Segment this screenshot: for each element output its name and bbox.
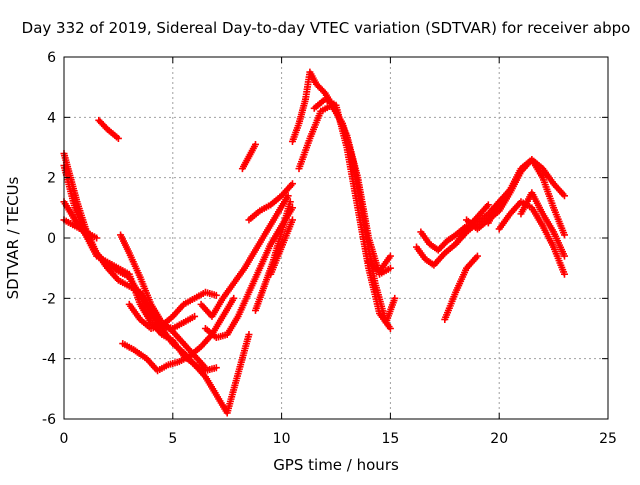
data-point [191, 312, 199, 320]
data-point [560, 270, 568, 278]
series-track-14 [267, 216, 296, 278]
data-point [391, 294, 399, 302]
data-point [251, 140, 259, 148]
data-point [284, 192, 292, 200]
x-tick-label: 25 [599, 431, 617, 447]
series-track-4 [60, 216, 101, 242]
y-tick-label: 0 [47, 231, 56, 247]
data-point [201, 364, 209, 372]
data-point [386, 325, 394, 332]
y-tick-label: 4 [47, 110, 56, 126]
y-tick-label: -6 [42, 412, 56, 428]
series-track-7 [119, 294, 238, 375]
x-tick-label: 10 [273, 431, 291, 447]
y-tick-label: -4 [42, 352, 56, 368]
series-track-24 [484, 156, 568, 239]
x-axis-label: GPS time / hours [273, 456, 399, 474]
data-point [245, 331, 253, 339]
series-track-18 [365, 252, 394, 275]
series-track-17 [310, 95, 394, 332]
data-point [114, 134, 122, 142]
y-tick-label: 2 [47, 171, 56, 187]
series-track-26 [517, 189, 568, 260]
data-point [230, 294, 238, 302]
data-point [463, 222, 471, 230]
y-axis-label: SDTVAR / TECUs [4, 176, 22, 299]
x-tick-label: 5 [168, 431, 177, 447]
x-tick-label: 0 [60, 431, 69, 447]
series-track-20 [417, 222, 471, 254]
data-point [560, 231, 568, 239]
series-track-21 [441, 252, 481, 323]
series-track-8 [125, 288, 220, 332]
series-track-9 [197, 192, 292, 320]
series-track-11 [238, 140, 259, 173]
data-point [386, 252, 394, 260]
series-track-25 [495, 198, 568, 278]
data-point [288, 204, 296, 212]
data-point [212, 364, 220, 372]
x-tick-label: 20 [490, 431, 508, 447]
data-point [473, 252, 481, 260]
data-point [320, 88, 328, 96]
data-point [386, 264, 394, 272]
data-point [484, 201, 492, 209]
data-point [560, 192, 568, 200]
data-point [288, 180, 296, 188]
y-tick-label: -2 [42, 291, 56, 307]
data-point [286, 198, 294, 206]
data-point [560, 252, 568, 260]
ticks-layer: 0 5 10 15 20 25 -6 -4 -2 0 2 4 6 [42, 50, 617, 447]
data-point [288, 216, 296, 224]
marks-layer [60, 68, 568, 417]
y-tick-label: 6 [47, 50, 56, 66]
series-track-12 [245, 180, 296, 224]
data-point [93, 234, 101, 242]
data-point [212, 291, 220, 299]
x-tick-label: 15 [381, 431, 399, 447]
series-track-5 [95, 116, 122, 142]
chart-title: Day 332 of 2019, Sidereal Day-to-day VTE… [22, 19, 631, 37]
